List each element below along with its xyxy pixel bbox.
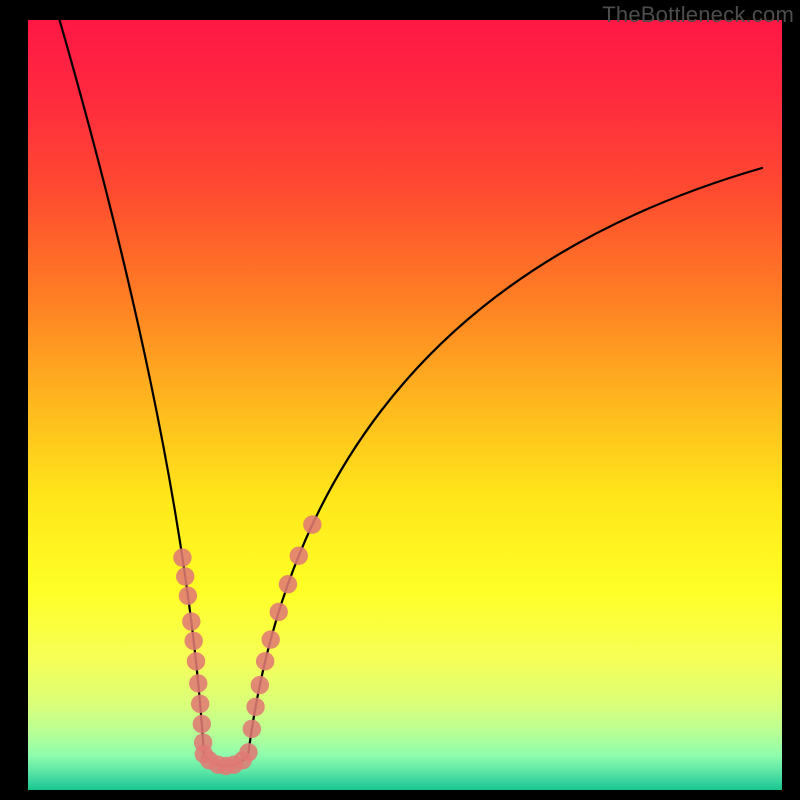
curve-group <box>52 20 762 766</box>
data-marker <box>290 547 308 565</box>
data-marker <box>251 676 269 694</box>
data-marker <box>179 587 197 605</box>
data-marker <box>173 548 191 566</box>
data-marker <box>193 715 211 733</box>
data-marker <box>187 652 205 670</box>
data-marker <box>270 603 288 621</box>
plot-area <box>28 20 782 790</box>
marker-group <box>173 515 321 775</box>
data-marker <box>184 632 202 650</box>
data-marker <box>191 695 209 713</box>
bottleneck-curve <box>52 20 762 766</box>
data-marker <box>176 567 194 585</box>
data-marker <box>189 674 207 692</box>
data-marker <box>246 698 264 716</box>
data-marker <box>239 743 257 761</box>
data-marker <box>182 612 200 630</box>
data-marker <box>261 630 279 648</box>
data-marker <box>303 515 321 533</box>
data-marker <box>256 652 274 670</box>
chart-svg <box>28 20 782 790</box>
outer-frame: TheBottleneck.com <box>0 0 800 800</box>
data-marker <box>279 575 297 593</box>
data-marker <box>243 720 261 738</box>
watermark-text: TheBottleneck.com <box>602 2 794 28</box>
